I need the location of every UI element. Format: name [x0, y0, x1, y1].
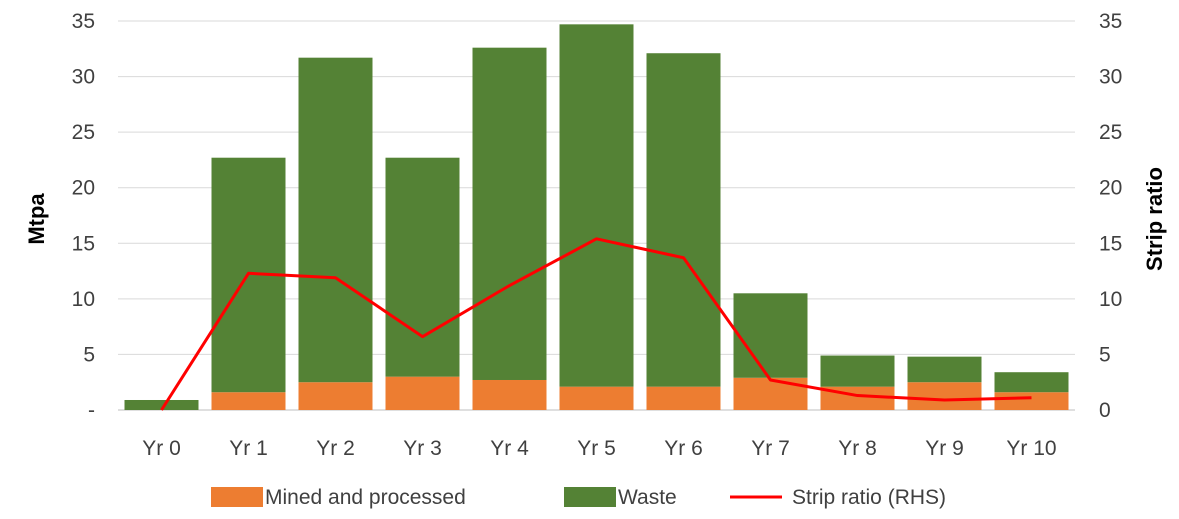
legend-label: Waste — [618, 486, 677, 509]
bar-mined-and-processed-yr-1 — [211, 392, 286, 410]
y-tick-label: 30 — [72, 66, 95, 89]
y2-tick-label: 0 — [1099, 399, 1111, 422]
y-axis-title: Mtpa — [24, 193, 49, 245]
bar-waste-yr-0 — [124, 399, 199, 410]
bar-mined-and-processed-yr-2 — [298, 382, 373, 410]
y-tick-label: 20 — [72, 177, 95, 200]
x-tick-label: Yr 9 — [925, 437, 964, 460]
legend-label: Strip ratio (RHS) — [792, 486, 946, 509]
y2-tick-label: 15 — [1099, 232, 1122, 255]
y2-tick-label: 30 — [1099, 66, 1122, 89]
x-tick-label: Yr 8 — [838, 437, 877, 460]
x-tick-label: Yr 0 — [142, 437, 181, 460]
y2-tick-label: 20 — [1099, 177, 1122, 200]
y-tick-label: - — [88, 399, 95, 422]
bar-waste-yr-7 — [733, 293, 808, 378]
y2-tick-label: 25 — [1099, 121, 1122, 144]
line-strip-ratio — [160, 237, 1032, 411]
legend: Mined and processed Waste Strip ratio (RHS… — [211, 486, 946, 509]
bar-waste-yr-10 — [994, 372, 1069, 393]
bar-mined-and-processed-yr-9 — [907, 382, 982, 410]
bar-mined-and-processed-yr-3 — [385, 376, 460, 410]
strip-ratio-line — [160, 237, 1032, 411]
y2-tick-label: 5 — [1099, 343, 1111, 366]
x-tick-label: Yr 5 — [577, 437, 616, 460]
y2-axis-title: Strip ratio — [1142, 167, 1167, 271]
y-tick-label: 15 — [72, 232, 95, 255]
y-tick-label: 35 — [72, 10, 95, 33]
x-tick-label: Yr 6 — [664, 437, 703, 460]
bar-mined-and-processed-yr-6 — [646, 386, 721, 410]
y-tick-label: 5 — [83, 343, 95, 366]
y2-tick-label: 10 — [1099, 288, 1122, 311]
legend-swatch-waste — [564, 487, 616, 507]
x-axis-ticks: Yr 0 Yr 1 Yr 2 Yr 3 Yr 4 Yr 5 Yr 6 Yr 7 Yr 8 Yr 9… — [142, 437, 1056, 460]
y2-tick-label: 35 — [1099, 10, 1122, 33]
bar-mined-and-processed-yr-7 — [733, 377, 808, 410]
y-tick-label: 25 — [72, 121, 95, 144]
x-tick-label: Yr 7 — [751, 437, 790, 460]
bars — [124, 24, 1069, 410]
x-tick-label: Yr 10 — [1006, 437, 1056, 460]
bar-waste-yr-8 — [820, 355, 895, 387]
y-tick-label: 10 — [72, 288, 95, 311]
x-tick-label: Yr 1 — [229, 437, 268, 460]
bar-mined-and-processed-yr-5 — [559, 386, 634, 410]
right-axis-ticks: 0 5 10 15 20 25 30 35 — [1099, 10, 1122, 422]
x-tick-label: Yr 2 — [316, 437, 355, 460]
bar-waste-yr-4 — [472, 47, 547, 380]
bar-waste-yr-2 — [298, 57, 373, 383]
left-axis-ticks: - 5 10 15 20 25 30 35 — [72, 10, 95, 422]
bar-mined-and-processed-yr-10 — [994, 392, 1069, 410]
bar-waste-yr-3 — [385, 157, 460, 377]
x-tick-label: Yr 4 — [490, 437, 529, 460]
bar-waste-yr-5 — [559, 24, 634, 387]
bar-waste-yr-9 — [907, 356, 982, 383]
legend-label: Mined and processed — [265, 486, 466, 509]
bar-waste-yr-6 — [646, 53, 721, 387]
legend-swatch-mined-and-processed — [211, 487, 263, 507]
bar-mined-and-processed-yr-4 — [472, 379, 547, 410]
x-tick-label: Yr 3 — [403, 437, 442, 460]
